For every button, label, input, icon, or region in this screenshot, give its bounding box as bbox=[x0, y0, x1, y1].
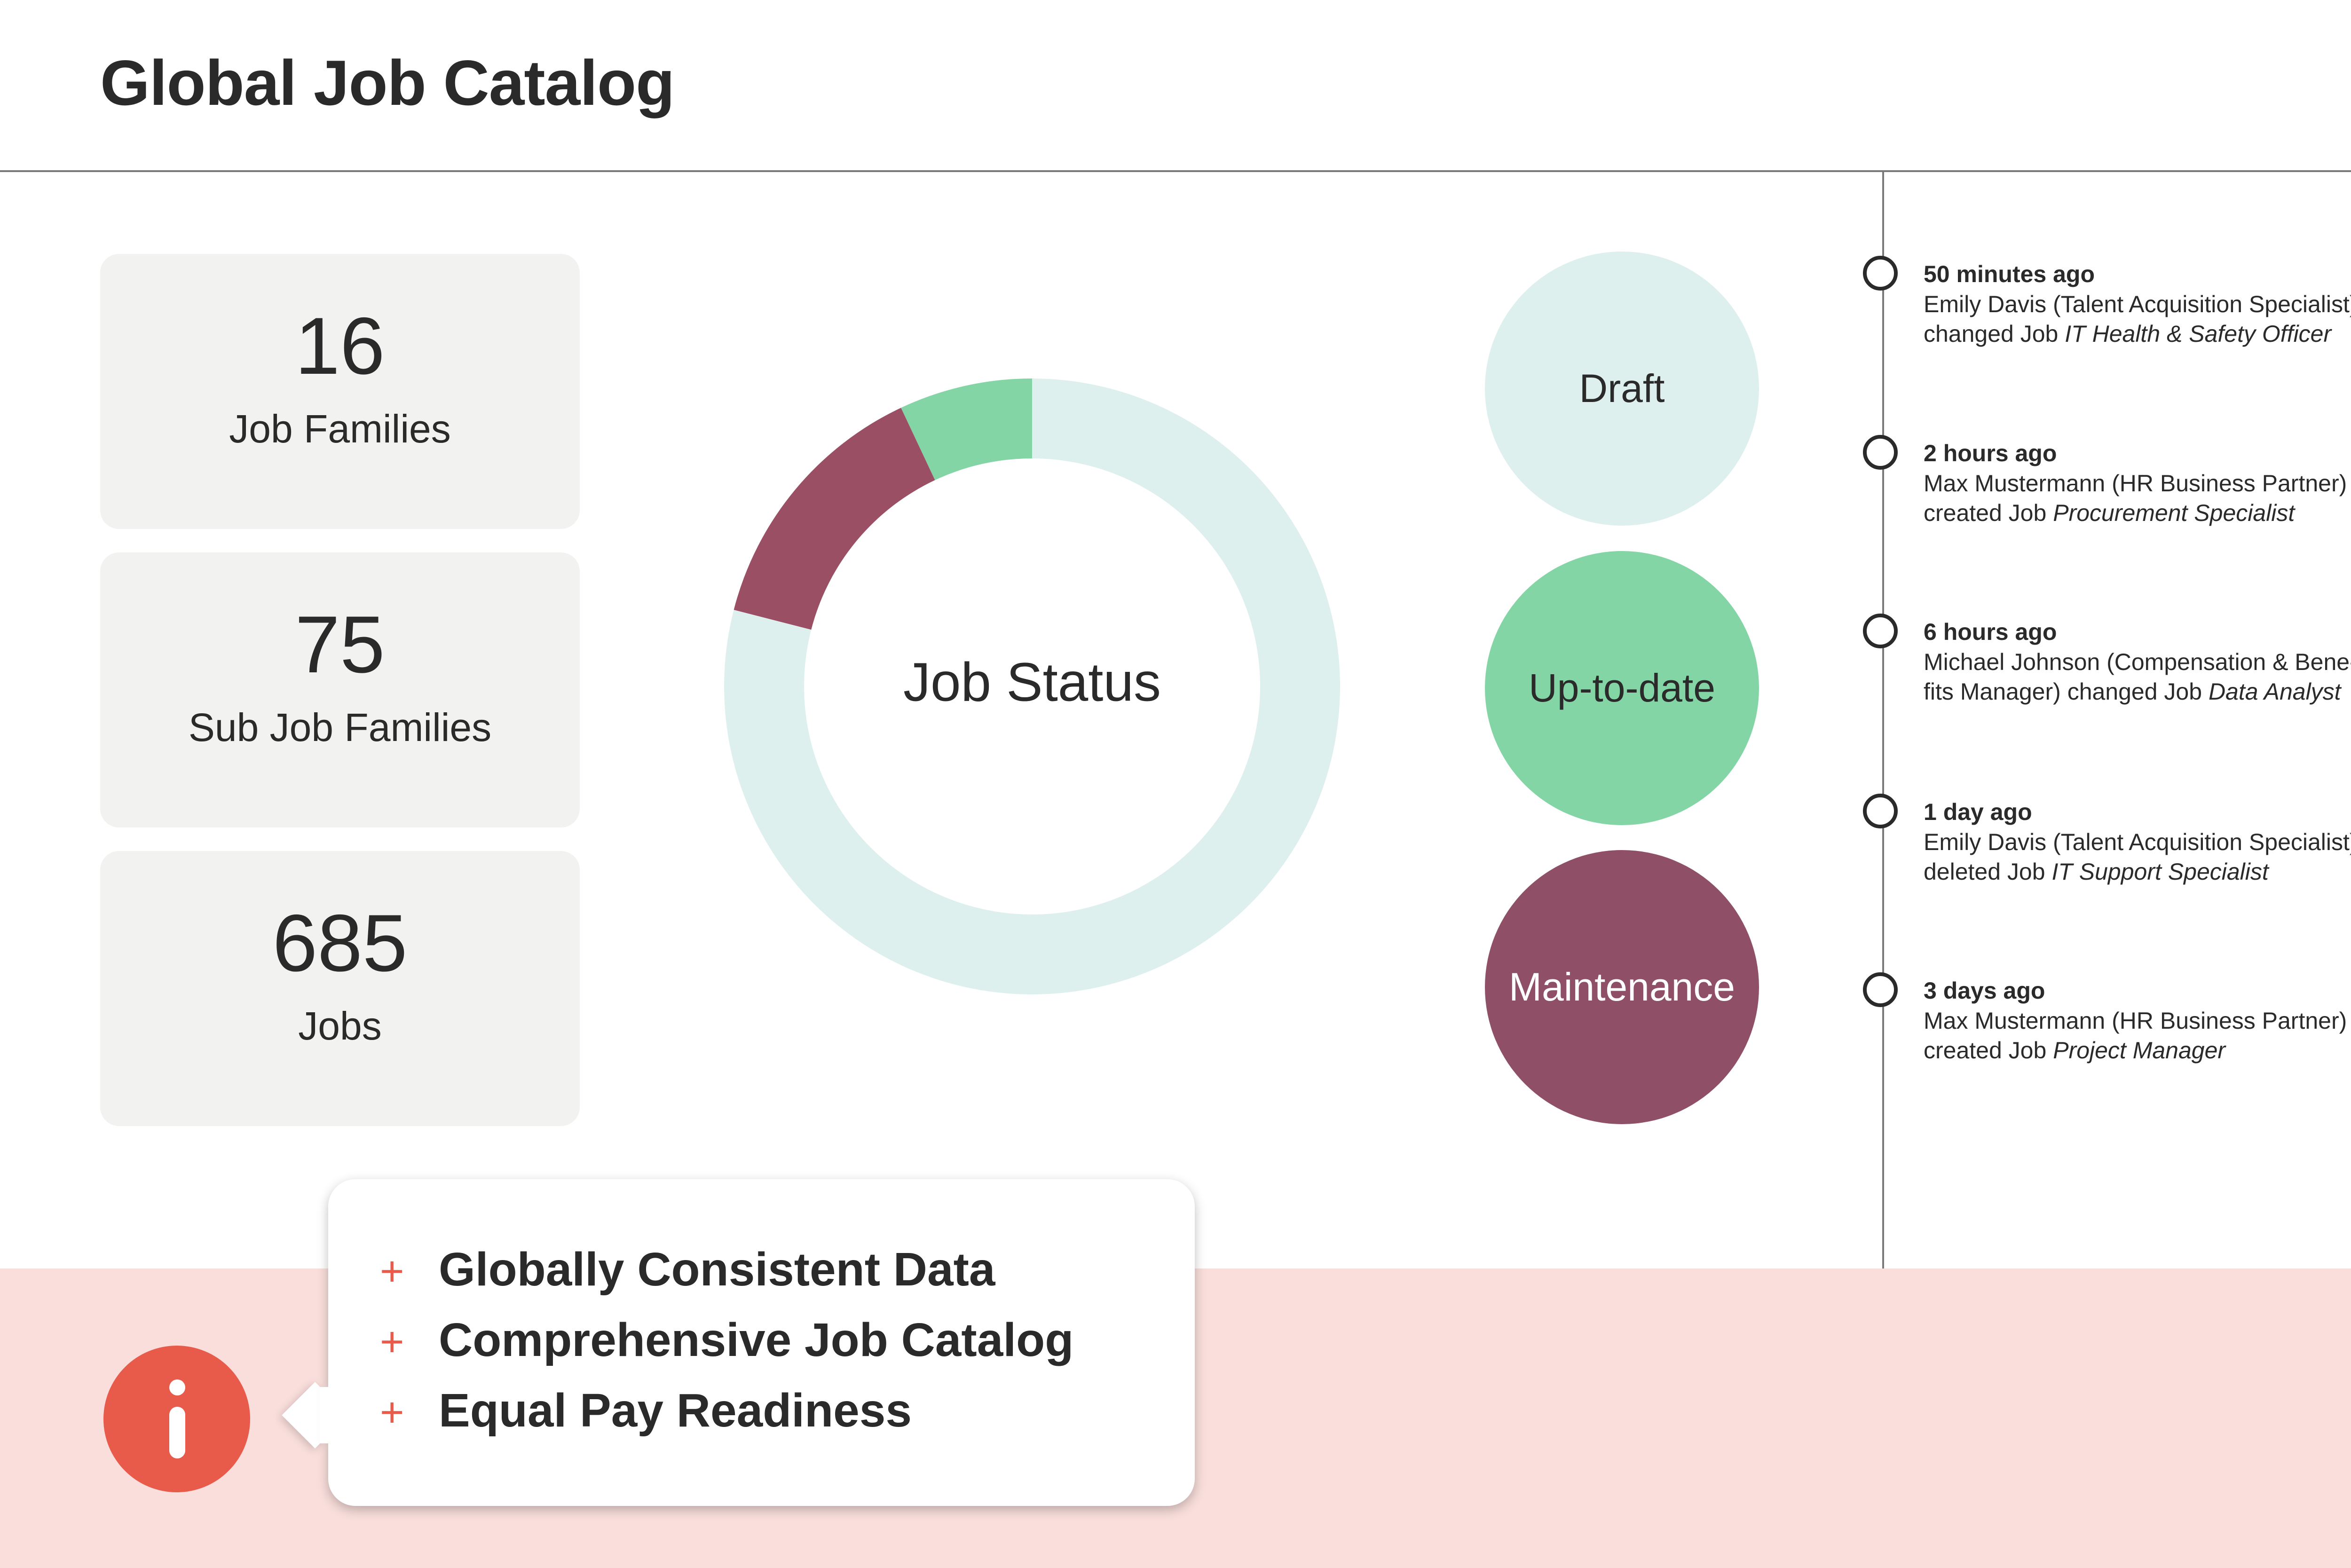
timeline-divider bbox=[1882, 172, 1884, 1269]
donut-slice-maintenance bbox=[734, 408, 935, 630]
status-up-to-date-circle: Up-to-date bbox=[1485, 551, 1759, 825]
status-draft-circle: Draft bbox=[1485, 252, 1759, 526]
timeline-dot-icon bbox=[1863, 794, 1898, 828]
benefits-callout: + Globally Consistent Data + Comprehensive… bbox=[328, 1179, 1195, 1506]
activity-job: IT Support Specialist bbox=[2051, 859, 2269, 885]
stat-card-sub-job-families: 75 Sub Job Families bbox=[100, 552, 580, 827]
activity-actor: Max Mustermann (HR Business Partner) bbox=[1924, 1008, 2347, 1034]
timeline-dot-icon bbox=[1863, 972, 1898, 1007]
timeline-dot-icon bbox=[1863, 435, 1898, 470]
activity-action: created Job bbox=[1924, 1037, 2047, 1064]
activity-job: IT Health & Safety Officer bbox=[2065, 321, 2332, 347]
activity-time: 6 hours ago bbox=[1924, 619, 2057, 645]
timeline-dot-icon bbox=[1863, 256, 1898, 291]
status-label: Draft bbox=[1579, 366, 1665, 410]
activity-time: 3 days ago bbox=[1924, 977, 2045, 1004]
activity-actor: Emily Davis (Talent Acquisition Speciali… bbox=[1924, 829, 2351, 855]
activity-actor: Emily Davis (Talent Acquisition Speciali… bbox=[1924, 291, 2351, 317]
page-title: Global Job Catalog bbox=[100, 47, 675, 118]
activity-text: Emily Davis (Talent Acquisition Speciali… bbox=[1924, 290, 2351, 349]
activity-action: created Job bbox=[1924, 500, 2047, 526]
status-maintenance-circle: Maintenance bbox=[1485, 850, 1759, 1124]
page-header: Global Job Catalog bbox=[0, 0, 2351, 172]
stat-card-jobs: 685 Jobs bbox=[100, 851, 580, 1126]
activity-action: deleted Job bbox=[1924, 859, 2045, 885]
activity-text: Michael Johnson (Compensation & Bene-fit… bbox=[1924, 647, 2351, 707]
donut-slice-up-to-date bbox=[901, 378, 1032, 481]
benefit-item: + Comprehensive Job Catalog bbox=[380, 1313, 1073, 1367]
callout-pointer-join bbox=[320, 1387, 348, 1443]
activity-text: Max Mustermann (HR Business Partner) cre… bbox=[1924, 469, 2351, 528]
activity-text: Emily Davis (Talent Acquisition Speciali… bbox=[1924, 827, 2351, 887]
activity-time: 1 day ago bbox=[1924, 799, 2032, 825]
benefit-item: + Globally Consistent Data bbox=[380, 1243, 995, 1297]
activity-job: Project Manager bbox=[2053, 1037, 2226, 1064]
stat-value: 16 bbox=[295, 301, 385, 391]
timeline-dot-icon bbox=[1863, 614, 1898, 648]
activity-job: Procurement Specialist bbox=[2053, 500, 2295, 526]
plus-icon: + bbox=[380, 1248, 404, 1294]
stat-value: 685 bbox=[272, 898, 408, 988]
benefit-text: Globally Consistent Data bbox=[439, 1243, 995, 1296]
activity-action: changed Job bbox=[2067, 678, 2202, 705]
info-icon-dot bbox=[169, 1379, 185, 1395]
activity-job: Data Analyst bbox=[2208, 678, 2341, 705]
info-icon[interactable] bbox=[103, 1346, 250, 1492]
plus-icon: + bbox=[380, 1389, 404, 1435]
status-label: Up-to-date bbox=[1529, 666, 1715, 710]
activity-actor: Max Mustermann (HR Business Partner) bbox=[1924, 470, 2347, 496]
activity-time: 50 minutes ago bbox=[1924, 261, 2095, 287]
stat-label: Job Families bbox=[229, 407, 451, 451]
benefit-text: Equal Pay Readiness bbox=[439, 1384, 912, 1437]
activity-action: changed Job bbox=[1924, 321, 2059, 347]
info-icon-stem bbox=[169, 1407, 185, 1458]
plus-icon: + bbox=[380, 1318, 404, 1365]
activity-time: 2 hours ago bbox=[1924, 440, 2057, 466]
benefit-item: + Equal Pay Readiness bbox=[380, 1384, 912, 1438]
stat-value: 75 bbox=[295, 599, 385, 690]
chart-title: Job Status bbox=[903, 652, 1161, 713]
activity-text: Max Mustermann (HR Business Partner) cre… bbox=[1924, 1006, 2351, 1065]
stat-card-job-families: 16 Job Families bbox=[100, 254, 580, 529]
job-status-donut-chart: Job Status bbox=[724, 378, 1340, 994]
benefit-text: Comprehensive Job Catalog bbox=[439, 1314, 1074, 1366]
stat-label: Jobs bbox=[298, 1004, 382, 1048]
stat-label: Sub Job Families bbox=[188, 705, 492, 749]
status-label: Maintenance bbox=[1509, 965, 1735, 1009]
activity-actor: Michael Johnson (Compensation & Bene-fit… bbox=[1924, 649, 2351, 705]
